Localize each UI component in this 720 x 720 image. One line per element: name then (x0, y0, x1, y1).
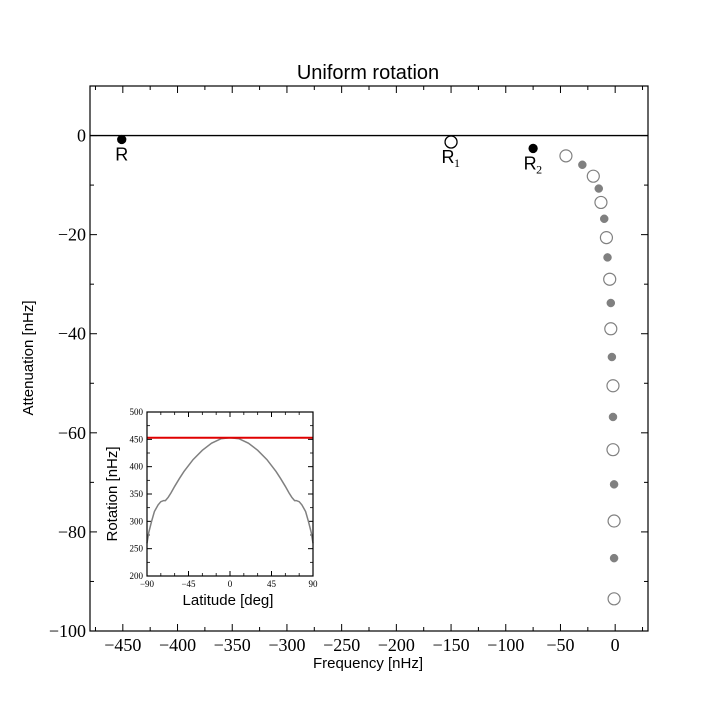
mode-point-open (606, 443, 620, 457)
mode-point-open (594, 195, 608, 210)
x-axis-label: Frequency [nHz] (313, 655, 423, 672)
x-tick-label: 0 (611, 635, 620, 655)
mode-point-filled (578, 160, 587, 170)
x-tick-label: −250 (323, 635, 360, 655)
main-ticks (90, 85, 648, 632)
mode-point-open (606, 379, 620, 393)
mode-point-open (604, 322, 618, 336)
mode-point-open (607, 514, 621, 528)
r-mode-label: R (115, 145, 128, 165)
y-tick-label: −20 (58, 225, 86, 245)
inset-y-tick-label: 450 (130, 434, 144, 444)
inset-x-tick-label: −90 (140, 579, 155, 589)
inset-y-tick-label: 250 (130, 544, 144, 554)
inset-x-tick-label: 90 (309, 579, 319, 589)
x-tick-label: −150 (432, 635, 469, 655)
x-tick-label: −450 (104, 635, 141, 655)
mode-point-open (607, 592, 621, 606)
main-axes: −450 −400 −350 −300 −250 −200 −150 −100 −50 00−20… (49, 85, 649, 655)
main-tick-labels: −450 −400 −350 −300 −250 −200 −150 −100 −50 00−20… (49, 126, 620, 655)
r-mode-subscript: 2 (536, 162, 542, 176)
inset-chart: −90 −45 0 45 90 200 250 300 350 400 450 500 Latitud… (104, 407, 318, 609)
inset-y-tick-label: 350 (130, 489, 144, 499)
x-tick-label: −300 (268, 635, 305, 655)
x-tick-label: −100 (487, 635, 524, 655)
x-tick-label: −50 (546, 635, 574, 655)
mode-point-filled (594, 184, 604, 193)
x-tick-label: −350 (214, 635, 251, 655)
r-mode-point (528, 143, 538, 154)
chart-title: Uniform rotation (297, 62, 439, 84)
mode-points (117, 134, 621, 606)
mode-point-filled (606, 298, 616, 308)
mode-point-filled (603, 253, 612, 262)
inset-x-tick-label: −45 (181, 579, 196, 589)
inset-y-tick-label: 400 (130, 462, 144, 472)
r-mode-label: R (442, 147, 455, 167)
inset-tick-labels: −90 −45 0 45 90 200 250 300 350 400 450 500 (130, 407, 319, 589)
y-tick-label: −60 (58, 423, 86, 443)
y-tick-label: −40 (58, 324, 86, 344)
r-mode-point (444, 135, 458, 149)
r-mode-label: R (524, 153, 537, 173)
inset-x-tick-label: 0 (228, 579, 233, 589)
mode-point-open (586, 169, 600, 183)
inset-y-axis-label: Rotation [nHz] (104, 446, 121, 541)
inset-plot-frame (146, 411, 314, 577)
mode-point-filled (599, 214, 609, 224)
mode-point-filled (609, 480, 619, 489)
mode-point-open (599, 231, 614, 245)
r-mode-point (117, 134, 127, 145)
x-tick-label: −200 (378, 635, 415, 655)
y-tick-label: −80 (58, 522, 86, 542)
mode-point-filled (609, 553, 619, 563)
inset-y-tick-label: 500 (130, 407, 144, 417)
inset-background (147, 412, 313, 576)
r-mode-subscript: 1 (454, 156, 460, 170)
mode-point-filled (608, 412, 618, 422)
inset-y-tick-label: 200 (130, 571, 144, 581)
mode-point-open (603, 272, 617, 286)
x-tick-label: −400 (159, 635, 196, 655)
y-tick-label: −100 (49, 621, 86, 641)
y-tick-label: 0 (77, 126, 86, 146)
y-axis-label: Attenuation [nHz] (20, 300, 37, 415)
mode-point-filled (607, 352, 617, 362)
inset-x-axis-label: Latitude [deg] (183, 592, 274, 609)
inset-y-tick-label: 300 (130, 516, 144, 526)
mode-point-open (559, 149, 573, 163)
inset-x-tick-label: 45 (267, 579, 277, 589)
